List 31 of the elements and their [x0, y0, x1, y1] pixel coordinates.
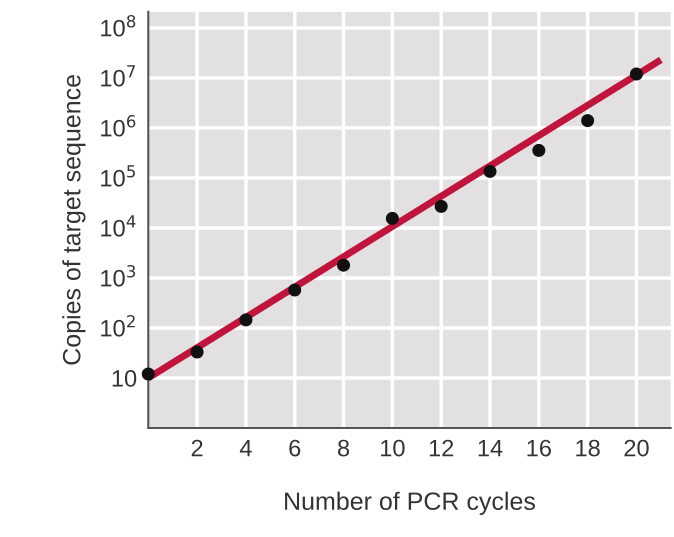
- point: [484, 164, 497, 178]
- point: [581, 114, 594, 128]
- x-tick-label: 4: [240, 440, 252, 456]
- point: [288, 283, 302, 296]
- y-tick-label: 10$^{2}$: [101, 315, 135, 337]
- x-tick-label: 6: [289, 440, 300, 456]
- point: [190, 346, 204, 359]
- x-tick-label: 18: [576, 440, 600, 456]
- x-tick-label: 14: [478, 440, 502, 456]
- y-tick-label: 10$^{8}$: [101, 14, 136, 37]
- x-tick-label: 8: [338, 440, 350, 456]
- y-tick-label: 10$^{4}$: [101, 215, 136, 237]
- x-tick-label: 12: [430, 440, 454, 456]
- x-tick-label: 20: [624, 440, 649, 456]
- x-axis-title: Number of PCR cycles: [285, 492, 535, 515]
- point: [434, 200, 448, 213]
- y-tick-label: 10$^{5}$: [101, 165, 135, 187]
- x-tick-label: 10: [381, 440, 405, 456]
- point: [337, 258, 350, 272]
- y-tick-label: 10$^{6}$: [101, 115, 136, 137]
- point: [630, 67, 643, 80]
- y-tick-label: 10$^{3}$: [101, 265, 136, 287]
- point: [142, 368, 155, 381]
- y-tick-label: 10$^{7}$: [101, 65, 135, 87]
- y-axis-title: Copies of target sequence: [62, 75, 86, 365]
- x-tick-label: 2: [192, 440, 202, 456]
- y-tick-label: 10: [112, 370, 136, 387]
- point: [532, 144, 546, 157]
- point: [239, 313, 252, 326]
- x-tick-label: 16: [527, 440, 551, 456]
- point: [386, 212, 399, 225]
